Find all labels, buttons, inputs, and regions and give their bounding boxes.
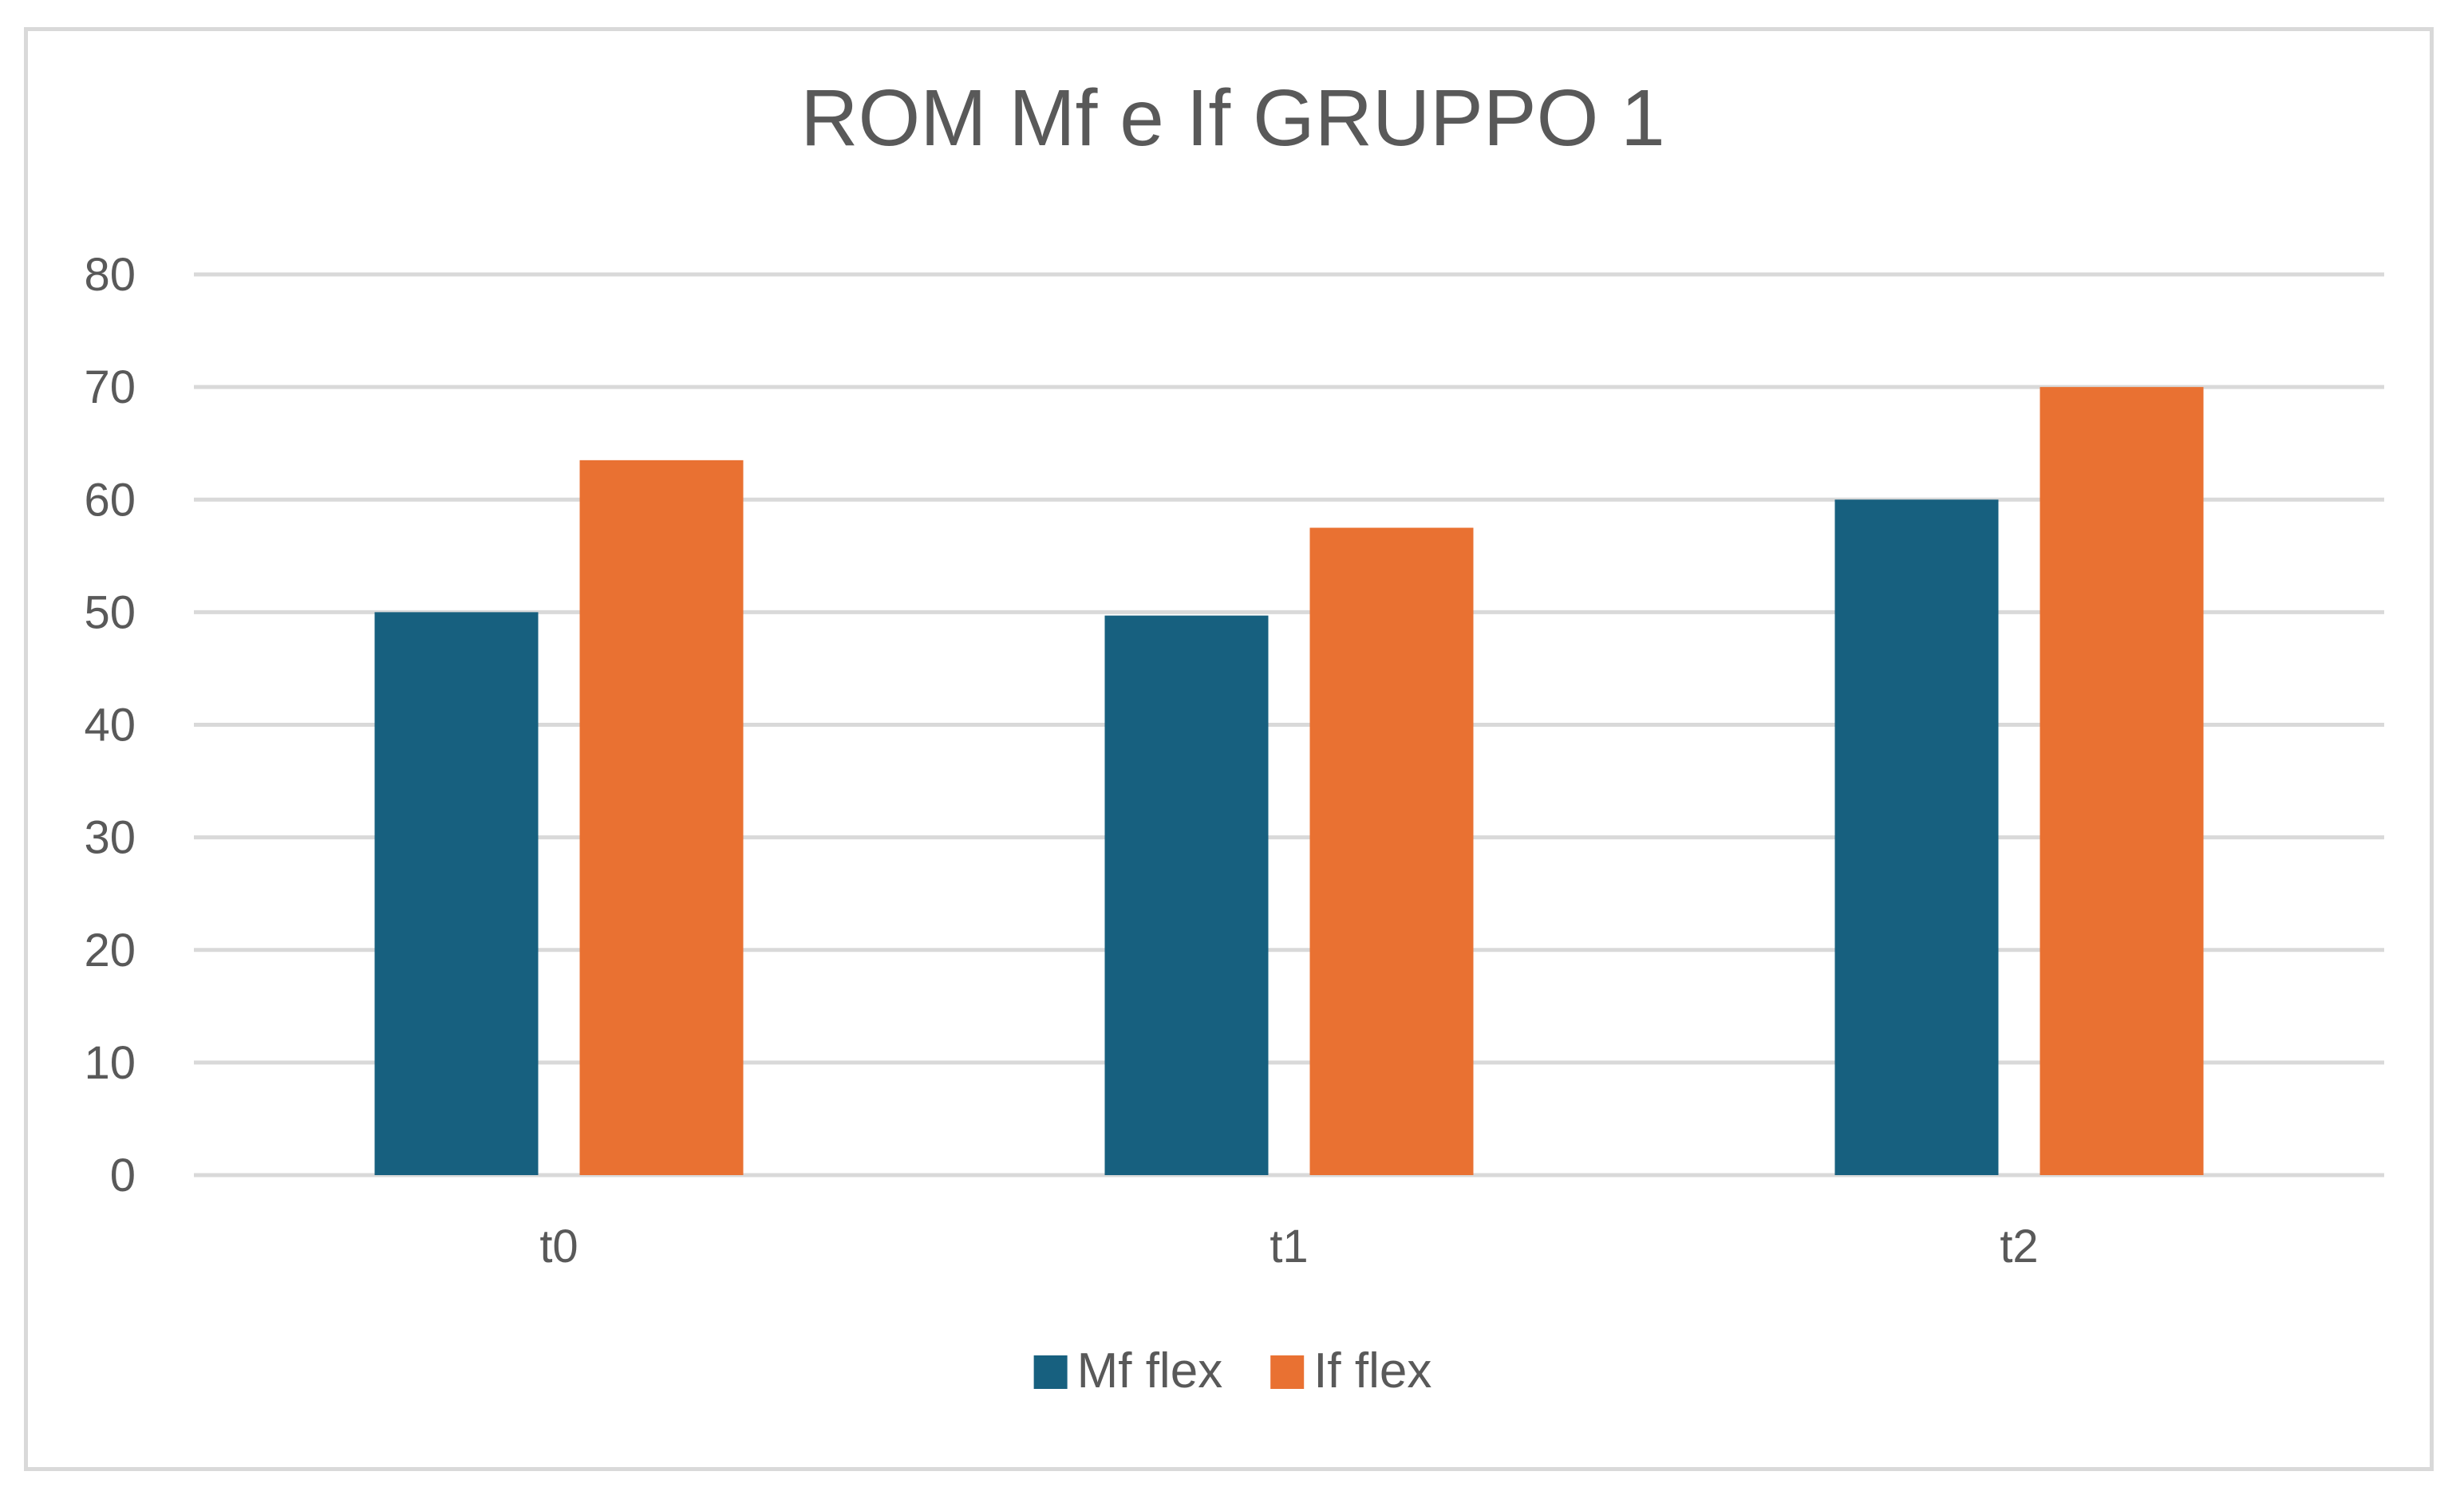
legend: Mf flex If flex bbox=[1033, 1343, 1431, 1398]
legend-swatch bbox=[1270, 1355, 1305, 1389]
y-tick-label: 10 bbox=[84, 1037, 136, 1089]
x-tick-label: t2 bbox=[2000, 1221, 2038, 1272]
bar-if-flex-t0 bbox=[579, 460, 744, 1175]
y-tick-label: 20 bbox=[84, 925, 136, 976]
y-tick-label: 50 bbox=[84, 586, 136, 638]
y-axis-ticks: 0 10 20 30 40 50 60 70 80 bbox=[84, 249, 136, 1201]
bar-mf-flex-t0 bbox=[374, 612, 539, 1175]
legend-item-if-flex: If flex bbox=[1270, 1343, 1431, 1398]
bar-if-flex-t2 bbox=[2040, 387, 2204, 1175]
y-tick-label: 0 bbox=[110, 1150, 136, 1201]
y-tick-label: 80 bbox=[84, 249, 136, 301]
chart-canvas: ROM Mf e If GRUPPO 1 0 10 20 30 40 50 60 70 80 t… bbox=[84, 73, 2384, 1398]
chart-area: ROM Mf e If GRUPPO 1 0 10 20 30 40 50 60 70 80 t… bbox=[24, 27, 2434, 1471]
y-tick-label: 40 bbox=[84, 700, 136, 751]
y-tick-label: 60 bbox=[84, 474, 136, 526]
x-tick-label: t1 bbox=[1270, 1221, 1308, 1272]
bars bbox=[374, 387, 2204, 1175]
x-axis-ticks: t0 t1 t2 bbox=[539, 1221, 2038, 1272]
legend-label: Mf flex bbox=[1077, 1343, 1223, 1398]
legend-item-mf-flex: Mf flex bbox=[1033, 1343, 1223, 1398]
y-tick-label: 70 bbox=[84, 361, 136, 413]
legend-label: If flex bbox=[1313, 1343, 1431, 1398]
y-tick-label: 30 bbox=[84, 812, 136, 864]
x-tick-label: t0 bbox=[539, 1221, 578, 1272]
legend-swatch bbox=[1033, 1355, 1068, 1389]
bar-mf-flex-t1 bbox=[1104, 615, 1269, 1175]
bar-mf-flex-t2 bbox=[1834, 499, 1999, 1175]
chart-title: ROM Mf e If GRUPPO 1 bbox=[800, 73, 1665, 163]
bar-if-flex-t1 bbox=[1309, 527, 1474, 1175]
gridlines bbox=[194, 272, 2384, 1178]
